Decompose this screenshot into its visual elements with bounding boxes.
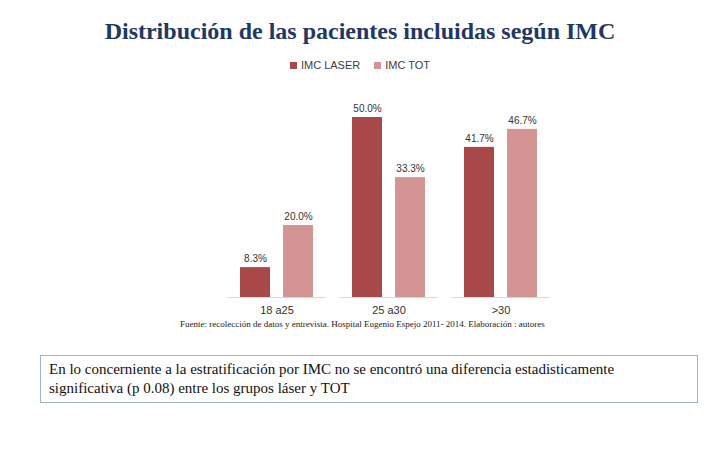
svg-text:>30: >30 [492,304,511,316]
html-text:Fuente: recolección de datos y: Fuente: recolección de datos y entrevist… [180,319,545,329]
svg-text:33.3%: 33.3% [396,163,424,174]
svg-text:20.0%: 20.0% [284,211,312,222]
svg-text:46.7%: 46.7% [508,115,536,126]
html-text:IMC TOT: IMC TOT [385,59,431,71]
svg-text:8.3%: 8.3% [244,253,267,264]
html-text:IMC LASER: IMC LASER [300,59,361,71]
svg-text:41.7%: 41.7% [465,133,493,144]
svg-text:25 a30: 25 a30 [372,304,406,316]
svg-text:18 a25: 18 a25 [260,304,294,316]
html-text:En lo concerniente a la estrat: En lo concerniente a la estratificación … [49,361,615,396]
svg-text:50.0%: 50.0% [353,103,381,114]
html-text:Distribución de las pacientes: Distribución de las pacientes incluidas … [104,18,616,44]
